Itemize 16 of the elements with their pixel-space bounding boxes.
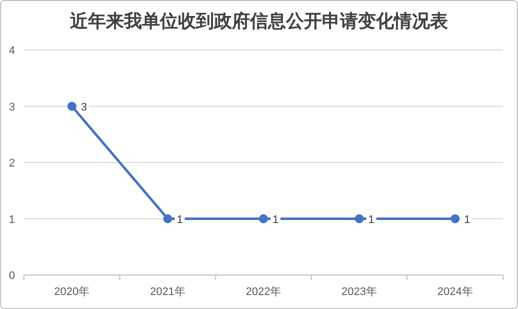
x-tick-label: 2024年	[437, 286, 473, 298]
x-tick-label: 2020年	[54, 286, 90, 298]
y-tick-label: 2	[8, 158, 15, 170]
x-tick-label: 2023年	[342, 286, 378, 298]
y-tick-label: 1	[8, 214, 15, 226]
x-tick-label: 2021年	[150, 286, 186, 298]
data-label: 1	[272, 214, 279, 226]
y-tick-label: 3	[8, 101, 15, 114]
chart-title: 近年来我单位收到政府信息公开申请变化情况表	[69, 11, 448, 32]
data-label: 3	[80, 101, 88, 114]
x-tick-label: 2022年	[246, 286, 282, 298]
data-label: 1	[464, 214, 470, 226]
data-label: 1	[176, 214, 183, 226]
data-label: 1	[368, 214, 374, 226]
y-tick-label: 0	[8, 270, 15, 282]
y-tick-label: 4	[8, 45, 15, 57]
